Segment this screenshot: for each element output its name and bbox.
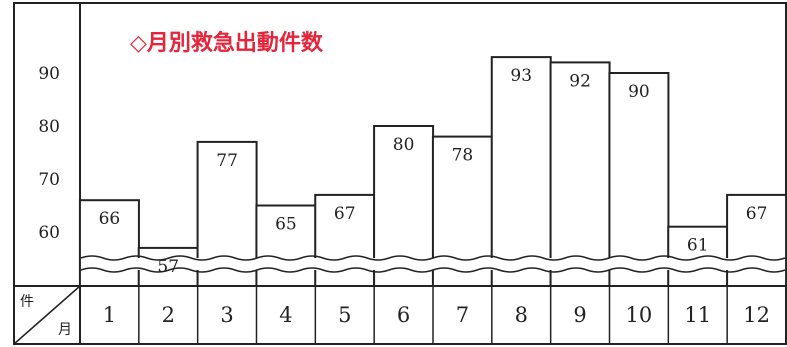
header-diagonal (13, 285, 81, 345)
month-label: 2 (162, 303, 175, 327)
bar-value-label: 93 (510, 66, 532, 86)
axis-break-gap (81, 258, 785, 270)
month-label: 12 (743, 303, 770, 327)
value-labels: 66 57 77 65 67 80 78 93 92 90 61 67 (99, 66, 768, 277)
month-label: 4 (279, 303, 292, 327)
bar-value-label: 77 (216, 151, 238, 171)
month-label: 10 (626, 303, 653, 327)
y-tick-label: 90 (38, 64, 60, 84)
bar (255, 204, 317, 287)
bar-value-label: 66 (99, 209, 121, 229)
bar (549, 61, 611, 288)
month-label: 8 (515, 303, 528, 327)
axis-break-wave (80, 267, 786, 273)
bar-value-label: 78 (452, 146, 474, 166)
chart-title: ◇月別救急出動件数 (130, 30, 324, 56)
chart-frame (13, 2, 787, 345)
month-label: 1 (103, 303, 116, 327)
bar-value-label: 80 (393, 135, 415, 155)
axis-break-wave (80, 255, 786, 261)
month-label: 9 (573, 303, 586, 327)
month-label: 6 (397, 303, 410, 327)
bar-value-label: 67 (746, 204, 768, 224)
bar-value-label: 67 (334, 204, 356, 224)
y-tick-label: 60 (38, 223, 60, 243)
bar (608, 72, 670, 287)
y-tick-label: 80 (38, 117, 60, 137)
bar (490, 56, 552, 287)
month-label: 3 (220, 303, 233, 327)
month-label: 5 (338, 303, 351, 327)
axis-break (80, 255, 786, 273)
bars (78, 56, 787, 288)
header-month-label: 月 (58, 322, 72, 338)
month-label: 7 (456, 303, 469, 327)
bar-value-label: 65 (275, 215, 297, 235)
bar-value-label: 92 (569, 71, 591, 91)
month-label: 11 (684, 303, 711, 327)
y-axis-ticks: 60 70 80 90 (38, 64, 60, 243)
header-unit-label: 件 (20, 294, 34, 310)
bar-value-label: 90 (628, 82, 650, 102)
bar-value-label: 61 (687, 236, 709, 256)
y-tick-label: 70 (38, 170, 60, 190)
month-labels: 1 2 3 4 5 6 7 8 9 10 11 12 (103, 286, 770, 344)
bar-value-label: 57 (157, 257, 179, 277)
